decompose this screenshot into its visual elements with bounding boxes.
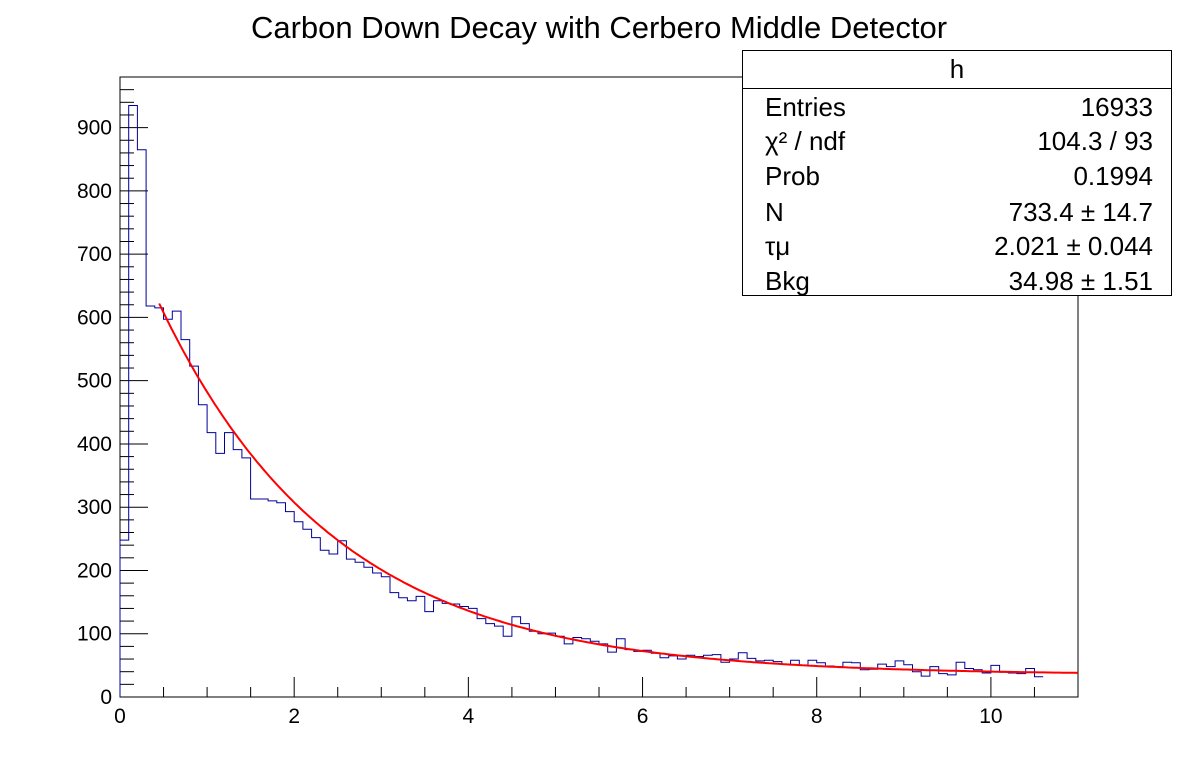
y-tick-label: 100 [77, 623, 112, 646]
stats-row-tau: τμ 2.021 ± 0.044 [743, 228, 1171, 264]
stats-row-entries: Entries 16933 [743, 89, 1171, 125]
x-tick-label: 4 [463, 705, 475, 728]
stats-label: Prob [765, 161, 820, 191]
stats-value: 104.3 / 93 [1037, 126, 1153, 156]
chart-title: Carbon Down Decay with Cerbero Middle De… [251, 10, 947, 45]
x-tick-label: 8 [811, 705, 823, 728]
x-tick-label: 6 [637, 705, 649, 728]
stats-label: χ² / ndf [765, 126, 846, 156]
y-tick-label: 900 [77, 117, 112, 140]
stats-label: Bkg [765, 266, 810, 296]
stats-row-n: N 733.4 ± 14.7 [743, 194, 1171, 230]
stats-value: 16933 [1080, 92, 1153, 122]
y-tick-label: 300 [77, 496, 112, 519]
x-tick-label: 0 [114, 705, 126, 728]
stats-box-title: h [743, 51, 1171, 89]
stats-value: 2.021 ± 0.044 [994, 231, 1153, 261]
stats-label: Entries [765, 92, 846, 122]
y-tick-label: 600 [77, 306, 112, 329]
stats-label: N [765, 197, 784, 227]
stats-label: τμ [765, 231, 791, 261]
stats-value: 0.1994 [1073, 161, 1153, 191]
stats-row-chi2: χ² / ndf 104.3 / 93 [743, 123, 1171, 159]
stats-row-bkg: Bkg 34.98 ± 1.51 [743, 263, 1171, 299]
y-tick-label: 500 [77, 370, 112, 393]
stats-value: 34.98 ± 1.51 [1008, 266, 1153, 296]
y-tick-label: 0 [100, 686, 112, 709]
x-tick-label: 10 [979, 705, 1002, 728]
y-tick-label: 800 [77, 180, 112, 203]
stats-row-prob: Prob 0.1994 [743, 158, 1171, 194]
y-tick-label: 700 [77, 243, 112, 266]
x-tick-label: 2 [288, 705, 300, 728]
fit-curve [158, 303, 1079, 674]
y-tick-label: 400 [77, 433, 112, 456]
histogram-line [119, 105, 1044, 697]
y-tick-label: 200 [77, 559, 112, 582]
stats-box: h Entries 16933 χ² / ndf 104.3 / 93 Prob… [742, 50, 1172, 296]
stats-value: 733.4 ± 14.7 [1008, 197, 1153, 227]
